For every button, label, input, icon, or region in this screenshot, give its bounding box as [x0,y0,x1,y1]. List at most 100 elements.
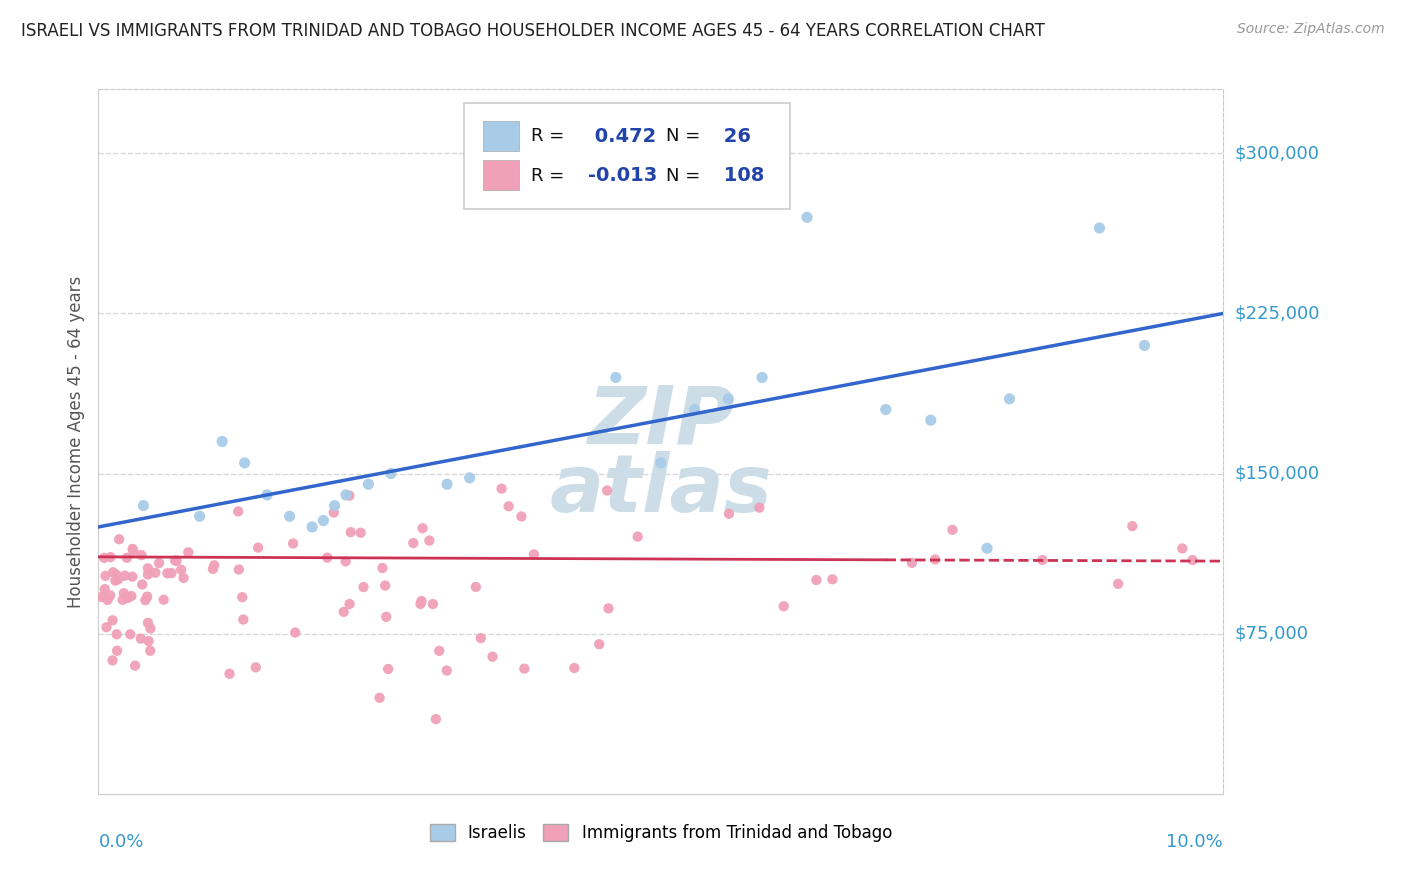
Point [339,597,361,611]
Point [409,597,432,611]
Text: 10.0%: 10.0% [1167,832,1223,851]
Point [598,601,620,615]
Point [513,662,536,676]
Point [1031,553,1053,567]
Point [588,637,610,651]
Point [562,661,585,675]
Point [284,625,307,640]
Point [806,573,828,587]
Point [117,591,139,605]
Point [94,569,117,583]
Point [821,572,844,586]
Point [165,553,187,567]
FancyBboxPatch shape [464,103,790,209]
Text: $75,000: $75,000 [1234,624,1309,643]
Point [717,507,740,521]
Point [422,597,444,611]
Point [481,649,503,664]
Point [920,413,942,427]
Point [101,566,124,580]
Point [605,370,627,384]
Point [772,599,794,614]
Point [278,509,301,524]
Point [107,572,129,586]
Point [998,392,1021,406]
Point [94,582,117,597]
Point [188,509,211,524]
Point [112,586,135,600]
Point [247,541,270,555]
Point [104,574,127,588]
Point [90,590,112,604]
Point [875,402,897,417]
Text: $300,000: $300,000 [1234,145,1319,162]
Point [510,509,533,524]
Point [402,536,425,550]
Point [941,523,963,537]
Point [375,610,398,624]
Point [114,568,136,582]
Point [368,690,391,705]
Text: 108: 108 [717,167,765,186]
Point [976,541,998,556]
Point [160,566,183,581]
Text: ZIP
atlas: ZIP atlas [550,382,772,529]
Point [1133,338,1156,352]
Point [498,500,520,514]
FancyBboxPatch shape [484,121,519,151]
Text: N =: N = [666,167,700,185]
Point [1171,541,1194,556]
Text: Source: ZipAtlas.com: Source: ZipAtlas.com [1237,22,1385,37]
Point [357,477,380,491]
Point [124,658,146,673]
Point [202,558,225,573]
Point [138,634,160,648]
Point [901,556,924,570]
Point [98,589,121,603]
Point [1181,553,1204,567]
Point [377,662,399,676]
Point [170,563,193,577]
Legend: Israelis, Immigrants from Trinidad and Tobago: Israelis, Immigrants from Trinidad and T… [423,817,898,849]
Point [1121,519,1143,533]
Point [139,643,162,657]
Point [96,620,118,634]
Point [1107,576,1129,591]
Point [166,554,188,568]
Point [136,567,159,582]
Point [93,550,115,565]
Text: 0.472: 0.472 [588,127,657,146]
Point [152,592,174,607]
Point [523,548,546,562]
Point [650,456,672,470]
Point [427,644,450,658]
Point [177,545,200,559]
Point [136,561,159,575]
Point [105,627,128,641]
Point [412,521,434,535]
Point [211,434,233,449]
Point [335,488,357,502]
Y-axis label: Householder Income Ages 45 - 64 years: Householder Income Ages 45 - 64 years [66,276,84,607]
Point [337,489,360,503]
Point [374,578,396,592]
Point [683,402,706,417]
Point [751,370,773,384]
Point [596,483,619,498]
Point [129,632,152,646]
Text: 0.0%: 0.0% [98,832,143,851]
Point [136,590,159,604]
Point [233,456,256,470]
Point [173,571,195,585]
Point [464,580,486,594]
Point [418,533,440,548]
Point [131,577,153,591]
Point [122,544,145,558]
Point [281,536,304,550]
Text: ISRAELI VS IMMIGRANTS FROM TRINIDAD AND TOBAGO HOUSEHOLDER INCOME AGES 45 - 64 Y: ISRAELI VS IMMIGRANTS FROM TRINIDAD AND … [21,22,1045,40]
Point [228,562,250,576]
Text: -0.013: -0.013 [588,167,657,186]
Point [436,664,458,678]
Point [143,566,166,580]
Point [136,615,159,630]
